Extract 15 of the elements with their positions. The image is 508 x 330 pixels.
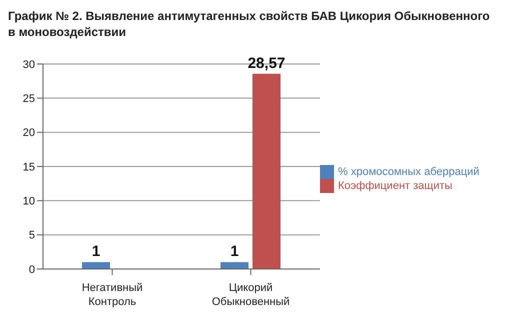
y-tick-label: 30	[22, 58, 35, 71]
x-tick-label: Негативный Контроль	[82, 282, 143, 308]
y-tick-label: 20	[22, 127, 35, 140]
y-tick-label: 25	[22, 93, 35, 106]
y-tick-label: 0	[28, 264, 35, 276]
y-tick-label: 10	[22, 196, 35, 208]
chart-title: График № 2. Выявление антимутагенных свойств БАВ Цикория Обыкновенного в моновоздействии	[8, 8, 491, 40]
x-tick-label: Цикорий Обыкновенный	[212, 282, 290, 308]
data-label: 28,57	[248, 54, 286, 72]
y-tick-label: 15	[22, 161, 35, 174]
data-label: 1	[230, 243, 239, 260]
legend-label: Коэффициент защиты	[338, 180, 452, 192]
data-label: 1	[92, 243, 100, 260]
y-tick-label: 5	[28, 230, 35, 242]
legend-label: % хромосомных аберраций	[338, 166, 480, 178]
